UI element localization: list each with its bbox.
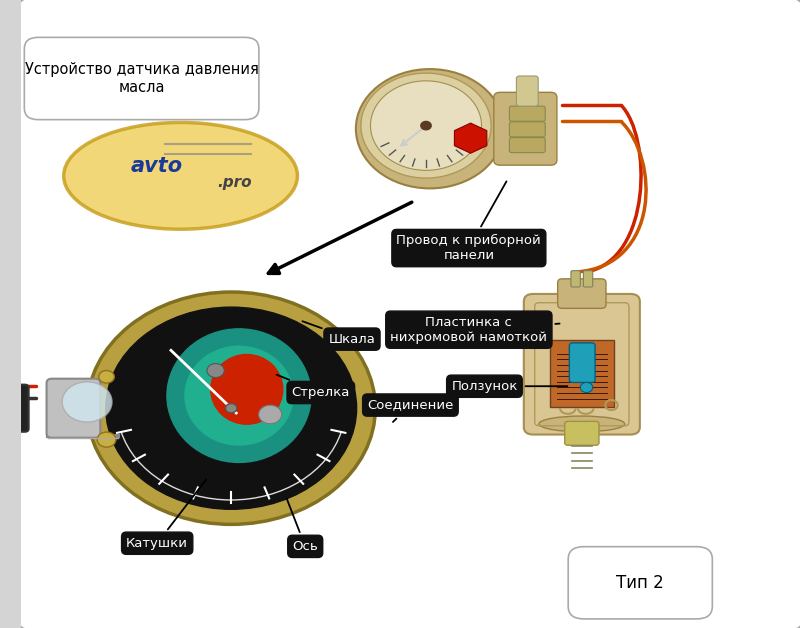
Text: Шкала: Шкала bbox=[302, 322, 375, 345]
Circle shape bbox=[97, 432, 116, 447]
Circle shape bbox=[361, 73, 491, 178]
Text: .pro: .pro bbox=[218, 175, 253, 190]
Text: Пластинка с
нихромовой намоткой: Пластинка с нихромовой намоткой bbox=[390, 316, 559, 344]
FancyBboxPatch shape bbox=[524, 294, 640, 435]
FancyBboxPatch shape bbox=[0, 384, 29, 432]
Circle shape bbox=[370, 81, 482, 170]
FancyBboxPatch shape bbox=[510, 106, 546, 121]
Text: Ползунок: Ползунок bbox=[451, 380, 567, 392]
FancyBboxPatch shape bbox=[550, 340, 614, 407]
Circle shape bbox=[258, 405, 282, 424]
Circle shape bbox=[356, 69, 504, 188]
Ellipse shape bbox=[167, 329, 311, 462]
FancyBboxPatch shape bbox=[516, 76, 538, 106]
FancyBboxPatch shape bbox=[494, 92, 557, 165]
Text: Ось: Ось bbox=[286, 499, 318, 553]
Circle shape bbox=[207, 364, 224, 377]
FancyBboxPatch shape bbox=[568, 546, 712, 619]
Ellipse shape bbox=[185, 346, 293, 445]
FancyBboxPatch shape bbox=[558, 279, 606, 308]
Text: avto: avto bbox=[131, 156, 183, 176]
Circle shape bbox=[106, 307, 357, 509]
Text: Стрелка: Стрелка bbox=[277, 375, 350, 399]
Ellipse shape bbox=[539, 416, 625, 432]
Text: Тип 2: Тип 2 bbox=[616, 574, 664, 592]
Circle shape bbox=[62, 382, 112, 422]
FancyBboxPatch shape bbox=[18, 0, 800, 628]
Ellipse shape bbox=[210, 354, 283, 425]
Text: Провод к приборной
панели: Провод к приборной панели bbox=[397, 181, 542, 262]
Circle shape bbox=[421, 121, 431, 130]
Ellipse shape bbox=[64, 122, 298, 229]
FancyBboxPatch shape bbox=[571, 271, 580, 287]
Circle shape bbox=[226, 404, 237, 413]
Circle shape bbox=[580, 382, 593, 392]
Text: Соединение: Соединение bbox=[367, 399, 454, 422]
Circle shape bbox=[87, 292, 375, 524]
FancyBboxPatch shape bbox=[583, 271, 593, 287]
FancyBboxPatch shape bbox=[510, 138, 546, 153]
FancyBboxPatch shape bbox=[24, 37, 259, 119]
Text: Устройство датчика давления
масла: Устройство датчика давления масла bbox=[25, 62, 258, 95]
FancyBboxPatch shape bbox=[565, 421, 599, 445]
Circle shape bbox=[98, 371, 114, 383]
Text: Катушки: Катушки bbox=[126, 480, 206, 550]
FancyBboxPatch shape bbox=[510, 122, 546, 137]
FancyBboxPatch shape bbox=[570, 343, 595, 382]
FancyBboxPatch shape bbox=[46, 379, 100, 438]
